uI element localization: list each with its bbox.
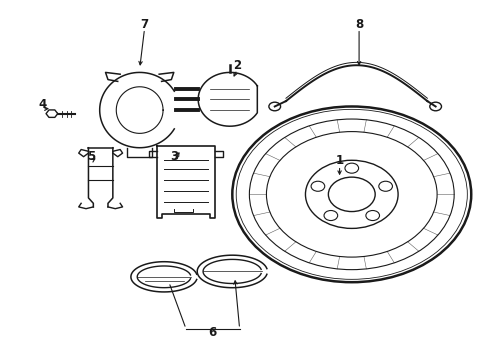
Text: 1: 1: [335, 154, 343, 167]
Text: 8: 8: [354, 18, 363, 31]
Text: 3: 3: [169, 150, 178, 163]
Text: 5: 5: [86, 150, 95, 163]
Text: 2: 2: [233, 59, 241, 72]
Text: 6: 6: [208, 326, 217, 339]
Text: 7: 7: [140, 18, 148, 31]
Text: 4: 4: [38, 98, 46, 111]
